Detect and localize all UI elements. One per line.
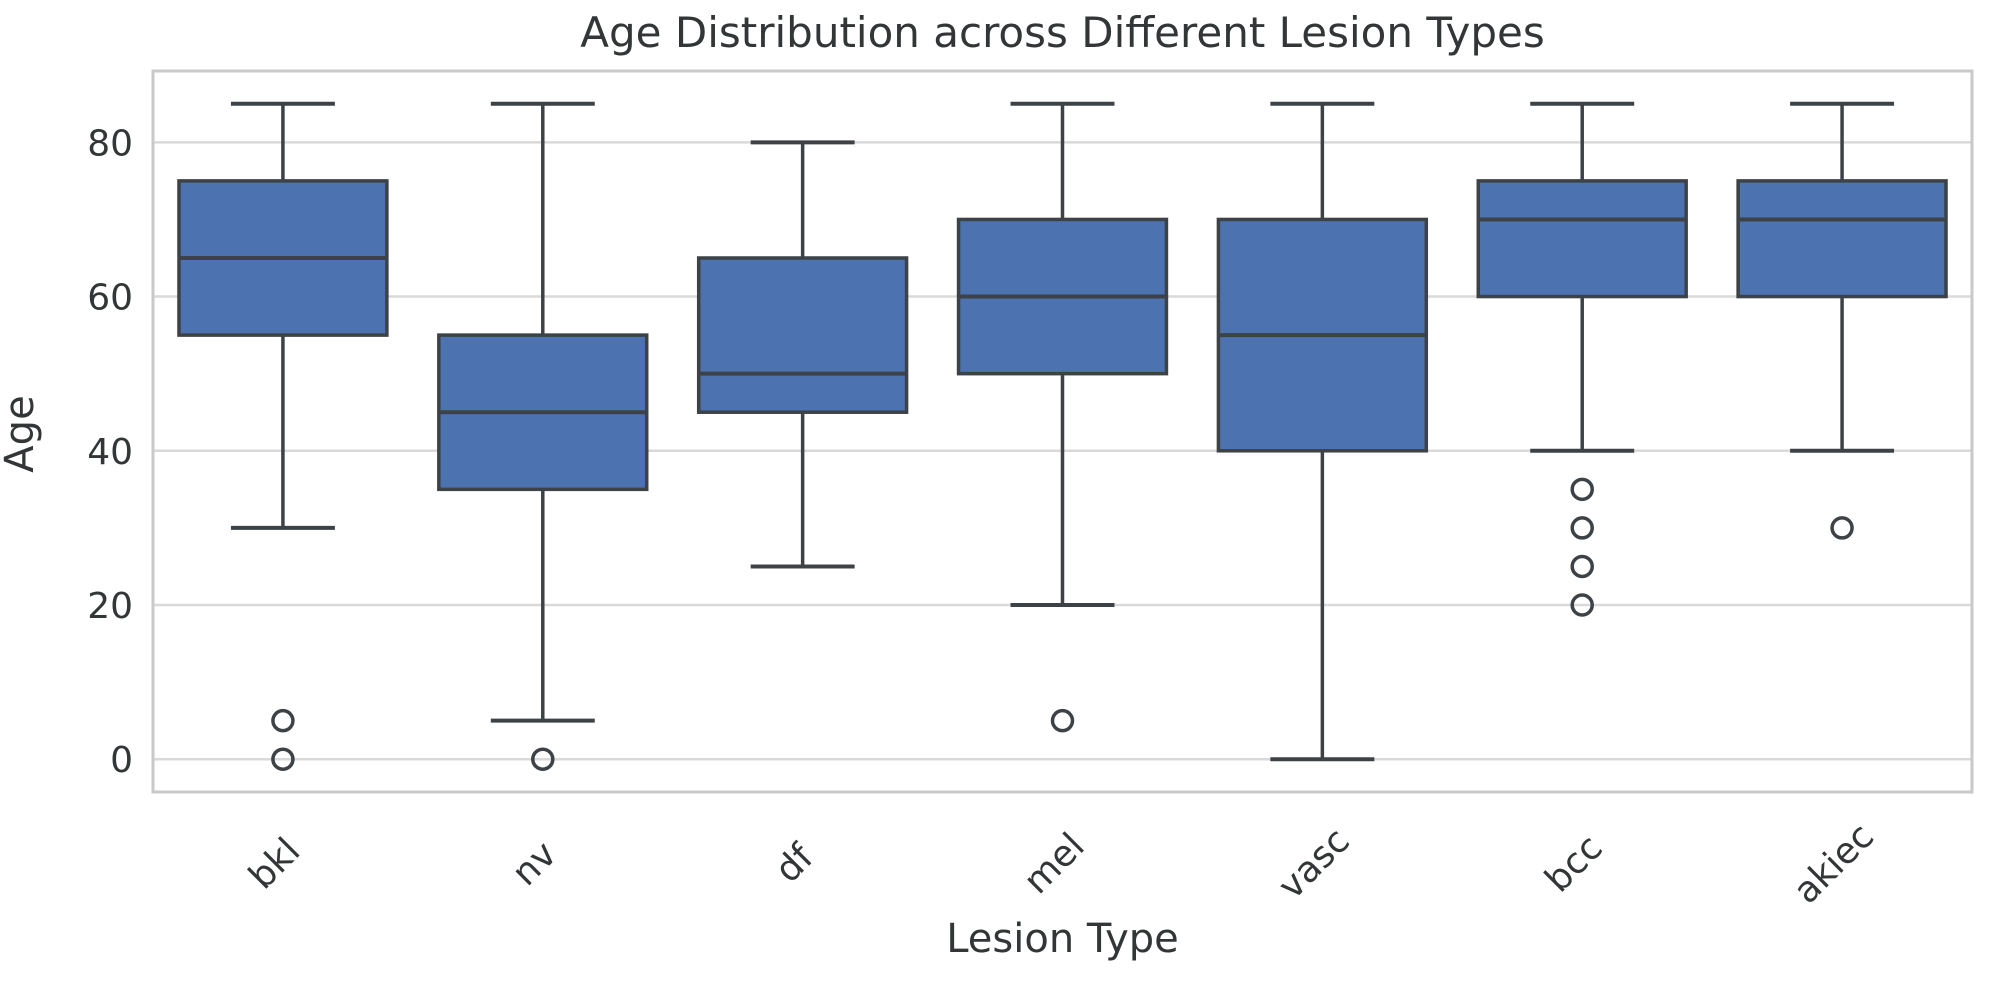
box-nv [437,101,649,771]
outlier-mel-5 [1050,708,1075,733]
x-tick-label-df: df [767,836,822,891]
x-axis-label: Lesion Type [946,916,1179,962]
box-bcc [1476,101,1688,617]
outlier-bcc-30 [1570,516,1594,540]
y-tick-label-80: 80 [87,123,133,164]
outlier-akiec-30 [1830,516,1854,540]
y-tick-label-60: 60 [87,278,133,319]
box-vasc [1216,101,1429,762]
box-bkl [177,101,389,771]
iqr-box [1476,179,1688,299]
x-tick-label-bcc: bcc [1538,827,1611,900]
outlier-bcc-25 [1570,554,1594,579]
box-akiec [1736,101,1948,540]
y-tick-label-20: 20 [87,586,133,627]
iqr-box [696,256,909,414]
outlier-bcc-35 [1570,477,1594,502]
outlier-nv-0 [531,747,555,771]
x-tick-label-nv: nv [505,834,565,894]
x-tick-label-akiec: akiec [1786,816,1882,912]
x-tick-label-bkl: bkl [241,830,308,897]
y-tick-label-0: 0 [110,740,133,781]
box-mel [956,101,1169,733]
outlier-bkl-5 [271,708,295,733]
box-df [696,140,909,569]
x-tick-label-vasc: vasc [1271,820,1358,907]
x-tick-label-mel: mel [1016,826,1093,903]
outlier-bkl-0 [271,747,295,771]
chart-title: Age Distribution across Different Lesion… [580,8,1545,57]
iqr-box [1736,179,1948,299]
outlier-bcc-20 [1570,593,1594,617]
plot-border [151,69,1974,794]
y-tick-label-40: 40 [87,432,133,473]
